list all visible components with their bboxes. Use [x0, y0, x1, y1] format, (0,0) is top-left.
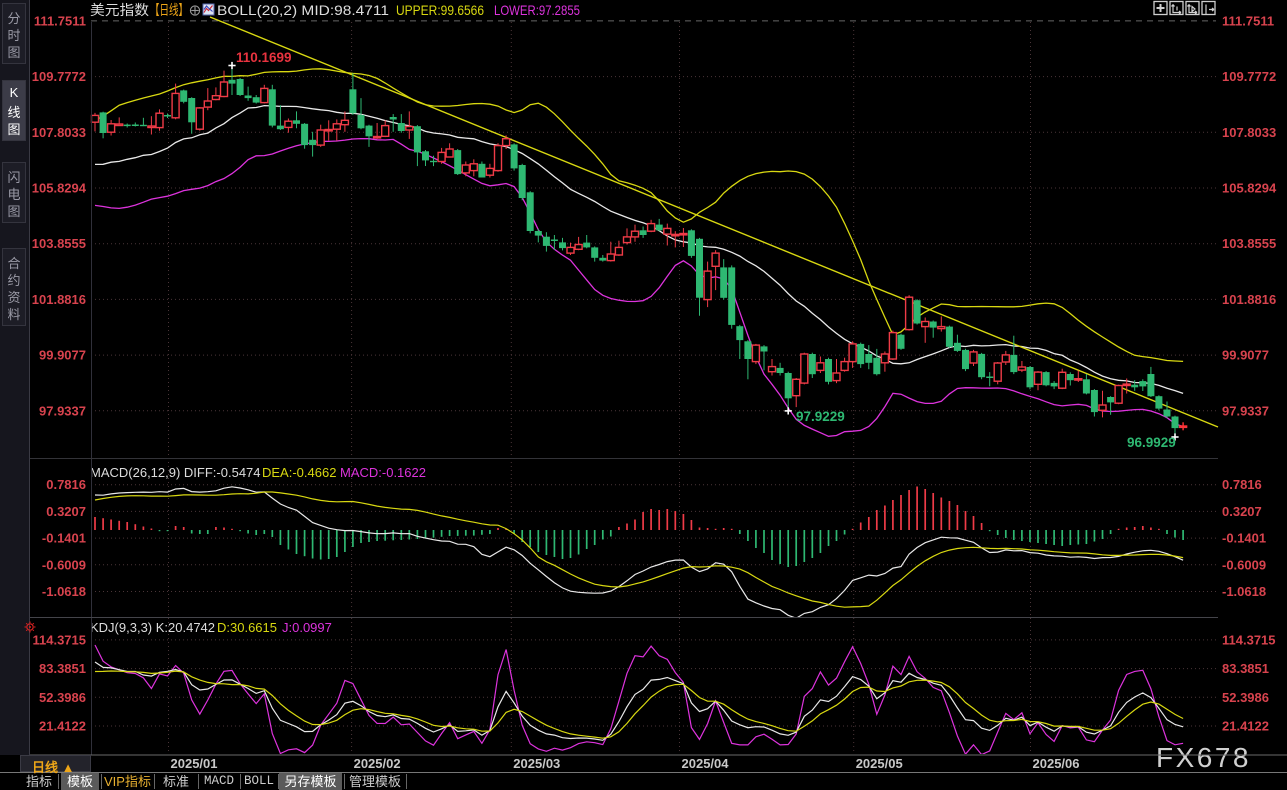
svg-text:J:0.0997: J:0.0997	[282, 620, 332, 635]
svg-text:美元指数: 美元指数	[90, 2, 149, 18]
svg-text:2025/01: 2025/01	[171, 756, 218, 771]
svg-text:-0.1401: -0.1401	[42, 531, 86, 546]
svg-text:0.7816: 0.7816	[46, 477, 86, 492]
svg-text:MACD(26,12,9) DIFF:-0.5474: MACD(26,12,9) DIFF:-0.5474	[90, 465, 261, 480]
svg-text:21.4122: 21.4122	[1222, 719, 1269, 734]
svg-text:BOLL(20,2) MID:98.4711: BOLL(20,2) MID:98.4711	[217, 2, 389, 18]
svg-text:103.8555: 103.8555	[32, 236, 86, 251]
svg-text:96.9929: 96.9929	[1127, 435, 1176, 450]
svg-text:101.8816: 101.8816	[1222, 292, 1276, 307]
svg-text:107.8033: 107.8033	[1222, 125, 1276, 140]
svg-text:110.1699: 110.1699	[236, 50, 292, 65]
svg-text:103.8555: 103.8555	[1222, 236, 1276, 251]
svg-text:-0.6009: -0.6009	[42, 557, 86, 572]
svg-text:【日线】: 【日线】	[150, 2, 188, 18]
svg-text:83.3851: 83.3851	[1222, 661, 1269, 676]
svg-text:107.8033: 107.8033	[32, 125, 86, 140]
svg-text:0.3207: 0.3207	[46, 504, 86, 519]
svg-text:FX678: FX678	[1156, 742, 1251, 773]
svg-text:2025/04: 2025/04	[682, 756, 730, 771]
svg-text:DEA:-0.4662: DEA:-0.4662	[262, 465, 336, 480]
svg-text:52.3986: 52.3986	[1222, 690, 1269, 705]
svg-text:MACD:-0.1622: MACD:-0.1622	[340, 465, 426, 480]
svg-text:-0.1401: -0.1401	[1222, 531, 1266, 546]
svg-text:21.4122: 21.4122	[39, 719, 86, 734]
svg-text:111.7511: 111.7511	[34, 13, 86, 28]
svg-text:2025/03: 2025/03	[513, 756, 560, 771]
svg-text:D:30.6615: D:30.6615	[217, 620, 277, 635]
svg-text:109.7772: 109.7772	[1222, 69, 1276, 84]
svg-text:2025/02: 2025/02	[354, 756, 401, 771]
svg-text:101.8816: 101.8816	[32, 292, 86, 307]
svg-text:97.9337: 97.9337	[1222, 403, 1269, 418]
svg-text:UPPER:99.6566: UPPER:99.6566	[396, 2, 484, 18]
svg-text:105.8294: 105.8294	[32, 181, 87, 196]
svg-text:-0.6009: -0.6009	[1222, 557, 1266, 572]
svg-text:111.7511: 111.7511	[1222, 13, 1274, 28]
svg-text:52.3986: 52.3986	[39, 690, 86, 705]
svg-text:83.3851: 83.3851	[39, 661, 86, 676]
svg-text:-1.0618: -1.0618	[42, 584, 86, 599]
svg-text:105.8294: 105.8294	[1222, 181, 1277, 196]
svg-text:0.3207: 0.3207	[1222, 504, 1262, 519]
svg-text:LOWER:97.2855: LOWER:97.2855	[494, 2, 580, 18]
svg-text:KDJ(9,3,3) K:20.4742: KDJ(9,3,3) K:20.4742	[90, 620, 215, 635]
svg-text:114.3715: 114.3715	[32, 632, 86, 647]
svg-text:114.3715: 114.3715	[1222, 632, 1276, 647]
svg-text:2025/05: 2025/05	[856, 756, 903, 771]
svg-text:109.7772: 109.7772	[32, 69, 86, 84]
svg-text:99.9077: 99.9077	[39, 348, 86, 363]
svg-text:97.9337: 97.9337	[39, 403, 86, 418]
svg-text:-1.0618: -1.0618	[1222, 584, 1266, 599]
svg-text:2025/06: 2025/06	[1033, 756, 1080, 771]
svg-text:0.7816: 0.7816	[1222, 477, 1262, 492]
svg-text:99.9077: 99.9077	[1222, 348, 1269, 363]
svg-text:97.9229: 97.9229	[796, 409, 845, 424]
